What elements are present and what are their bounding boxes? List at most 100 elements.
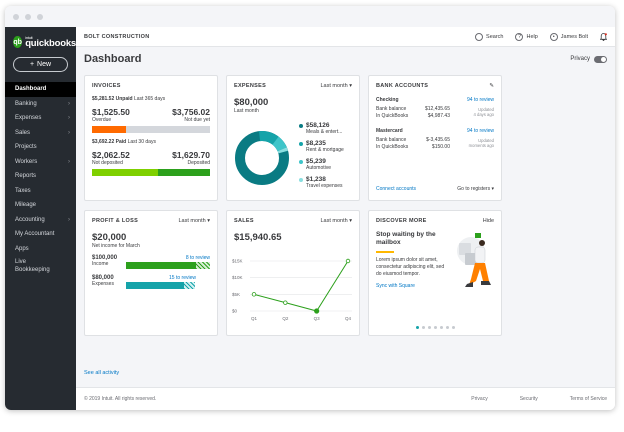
sales-period-dropdown[interactable]: Last month ▾ (320, 218, 352, 224)
expenses-period-dropdown[interactable]: Last month ▾ (320, 83, 352, 89)
not-due-bar-segment[interactable] (126, 126, 210, 133)
x-tick-label: Q2 (282, 316, 289, 321)
page-header: Dashboard Privacy (76, 47, 615, 71)
carousel-dot[interactable] (415, 326, 419, 329)
sidebar-item-projects[interactable]: Projects (5, 140, 76, 155)
company-name: BOLT CONSTRUCTION (84, 33, 150, 40)
expense-legend-item[interactable]: $8,235 Rent & mortgage (299, 140, 357, 153)
unpaid-bar[interactable] (92, 126, 210, 133)
account-review-link[interactable]: 94 to review (467, 128, 494, 134)
income-review-link[interactable]: 8 to review (185, 255, 210, 261)
expense-label: Travel expenses (306, 183, 343, 189)
profit-period-dropdown[interactable]: Last month ▾ (178, 218, 210, 224)
not-due-label: Not due yet (184, 117, 210, 123)
copyright-text: © 2019 Intuit. All rights reserved. (84, 396, 157, 402)
sidebar-item-workers[interactable]: Workers › (5, 155, 76, 170)
window-close-dot[interactable] (13, 13, 19, 20)
expenses-donut-chart[interactable] (232, 128, 292, 188)
carousel-dot[interactable] (445, 326, 449, 329)
privacy-toggle[interactable]: Privacy (570, 55, 607, 63)
sidebar-item-label: Expenses (15, 115, 42, 122)
account-review-link[interactable]: 94 to review (467, 97, 494, 103)
sidebar-item-reports[interactable]: Reports (5, 169, 76, 184)
y-tick-label: $15K (232, 259, 243, 264)
notifications-button[interactable] (600, 32, 607, 41)
see-all-activity-link[interactable]: See all activity (84, 370, 120, 376)
sync-with-square-link[interactable]: Sync with Square (376, 283, 415, 289)
sidebar-item-my-accountant[interactable]: My Accountant (5, 227, 76, 242)
legend-dot (299, 142, 303, 146)
bank-balance-value: $-3,435.65 (426, 137, 450, 143)
carousel-dot[interactable] (439, 326, 443, 329)
search-button[interactable]: Search (475, 32, 503, 41)
deposited-bar-segment[interactable] (158, 169, 210, 176)
sidebar-item-mileage[interactable]: Mileage (5, 198, 76, 213)
connect-accounts-link[interactable]: Connect accounts (376, 186, 417, 192)
income-bar-pending (195, 262, 210, 269)
in-quickbooks-label: In QuickBooks (376, 143, 409, 150)
carousel-dot[interactable] (451, 326, 455, 329)
invoices-card: INVOICES $5,281.52 Unpaid Last 365 days … (84, 75, 218, 201)
discover-body: Lorem ipsum dolor sit amet, consectetur … (376, 257, 445, 277)
invoices-paid-amount: $3,692.22 Paid (92, 139, 127, 145)
sales-point-q2[interactable] (283, 300, 288, 305)
carousel-dot[interactable] (421, 326, 425, 329)
go-to-registers-dropdown[interactable]: Go to registers ▾ (457, 186, 494, 192)
legend-dot (299, 178, 303, 182)
hide-link[interactable]: Hide (482, 218, 494, 224)
sidebar-item-label: Reports (15, 173, 37, 180)
sidebar-item-dashboard[interactable]: Dashboard (5, 82, 76, 97)
security-link[interactable]: Security (519, 396, 538, 402)
window-minimize-dot[interactable] (25, 13, 31, 20)
new-button-label: New (37, 61, 52, 68)
sidebar-item-label: Workers (15, 158, 38, 165)
privacy-label: Privacy (570, 56, 590, 62)
sidebar-item-label: My Accountant (15, 231, 55, 238)
expenses-pl-bar[interactable] (126, 282, 195, 289)
sidebar-item-banking[interactable]: Banking › (5, 97, 76, 112)
sidebar-item-label: Projects (15, 144, 37, 151)
sales-point-q1[interactable] (251, 292, 257, 297)
chevron-down-icon: ▾ (491, 186, 494, 192)
expenses-review-link[interactable]: 15 to review (169, 275, 196, 281)
expenses-legend: $58,126 Meals & entert... $8,235 Rent & mor… (299, 122, 357, 194)
new-button[interactable]: + New (13, 57, 68, 72)
expense-legend-item[interactable]: $1,238 Travel expenses (299, 176, 357, 189)
legend-dot (299, 160, 303, 164)
income-bar[interactable] (126, 262, 210, 269)
sales-point-q3[interactable] (314, 308, 320, 314)
privacy-link[interactable]: Privacy (471, 396, 488, 402)
privacy-switch[interactable] (594, 55, 607, 63)
user-name: James Bolt (560, 33, 588, 40)
sales-line-chart[interactable]: $15K $10K $5K $0 Q1 Q2 Q3 Q4 (232, 255, 352, 327)
overdue-bar-segment[interactable] (92, 126, 127, 133)
paid-bar[interactable] (92, 169, 210, 176)
bank-account-item[interactable]: Mastercard 94 to review Bank balance In Qui… (376, 128, 494, 150)
sidebar-item-expenses[interactable]: Expenses › (5, 111, 76, 126)
sidebar-item-taxes[interactable]: Taxes (5, 184, 76, 199)
sidebar-item-accounting[interactable]: Accounting › (5, 213, 76, 228)
bank-balance-label: Bank balance (376, 106, 407, 112)
window-maximize-dot[interactable] (37, 13, 43, 20)
carousel-dot[interactable] (433, 326, 437, 329)
help-button[interactable]: ? Help (515, 32, 538, 41)
expense-legend-item[interactable]: $58,126 Meals & entert... (299, 122, 357, 135)
x-tick-label: Q4 (345, 316, 352, 321)
profit-loss-title: PROFIT & LOSS (92, 218, 139, 224)
sales-point-q4[interactable] (345, 258, 351, 264)
bank-account-item[interactable]: Checking 94 to review Bank balance In Quick… (376, 97, 494, 119)
sidebar-item-live-bookkeeping[interactable]: Live Bookkeeping (5, 256, 76, 276)
expense-legend-item[interactable]: $5,239 Automotive (299, 158, 357, 171)
user-menu[interactable]: • James Bolt (549, 32, 588, 41)
quickbooks-logo[interactable]: qb intuit quickbooks (5, 27, 76, 49)
terms-of-service-link[interactable]: Terms of Service (569, 396, 607, 402)
sidebar-item-label: Mileage (15, 202, 37, 209)
sidebar-item-sales[interactable]: Sales › (5, 126, 76, 141)
profit-period-label: Last month (178, 218, 206, 224)
not-deposited-bar-segment[interactable] (92, 169, 159, 176)
carousel-dot[interactable] (427, 326, 431, 329)
donut-rent-segment[interactable] (235, 131, 289, 185)
pencil-icon[interactable]: ✎ (489, 83, 494, 89)
sidebar-item-label: Taxes (15, 187, 31, 194)
sidebar-item-apps[interactable]: Apps (5, 242, 76, 257)
